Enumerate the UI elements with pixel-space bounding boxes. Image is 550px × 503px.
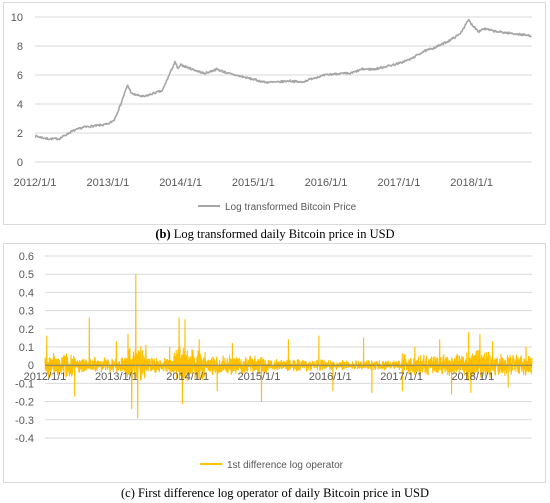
legend-label: 1st difference log operator — [227, 460, 344, 471]
x-tick-label: 2013/1/1 — [95, 371, 138, 383]
y-tick-label: -0.1 — [15, 378, 34, 390]
y-tick-label: 0.1 — [19, 342, 34, 354]
x-tick-label: 2012/1/1 — [14, 177, 57, 189]
x-tick-label: 2013/1/1 — [86, 177, 129, 189]
caption-b: (b) Log transformed daily Bitcoin price … — [0, 227, 550, 242]
y-tick-label: 0.2 — [19, 324, 34, 336]
caption-c: (c) First difference log operator of dai… — [120, 486, 429, 500]
y-tick-label: 10 — [11, 12, 23, 24]
y-tick-label: 0 — [28, 360, 34, 372]
y-tick-label: -0.2 — [15, 397, 34, 409]
caption-b-label: (b) — [155, 227, 171, 241]
y-tick-label: 0 — [17, 157, 23, 169]
y-tick-label: 0.4 — [19, 287, 34, 299]
y-tick-label: 0.3 — [19, 306, 34, 318]
log-price-chart: 0 2 4 6 8 10 2012/1/1 2013/1/1 2014/1/1 2015/1/1 2… — [11, 12, 532, 213]
x-tick-label: 2015/1/1 — [238, 371, 281, 383]
y-tick-label: 8 — [17, 41, 23, 53]
x-tick-label: 2014/1/1 — [159, 177, 202, 189]
chart-panel-log-price: 0 2 4 6 8 10 2012/1/1 2013/1/1 2014/1/1 2015/1/1 2… — [3, 2, 546, 225]
y-tick-label: 2 — [17, 128, 23, 140]
series-line — [34, 18, 532, 141]
x-tick-label: 2018/1/1 — [451, 371, 494, 383]
x-tick-label: 2012/1/1 — [24, 371, 67, 383]
y-tick-label: 4 — [17, 99, 23, 111]
x-tick-label: 2018/1/1 — [450, 177, 493, 189]
x-tick-label: 2014/1/1 — [166, 371, 209, 383]
y-tick-label: 0.5 — [19, 269, 34, 281]
x-tick-label: 2016/1/1 — [305, 177, 348, 189]
y-tick-label: 6 — [17, 70, 23, 82]
chart-panel-first-difference: 0.6 0.5 0.4 0.3 0.2 0.1 0 -0.1 -0.2 -0.3 -0.4 2012/… — [3, 243, 546, 483]
x-tick-label: 2017/1/1 — [378, 177, 421, 189]
y-tick-label: -0.4 — [15, 433, 34, 445]
first-difference-chart: 0.6 0.5 0.4 0.3 0.2 0.1 0 -0.1 -0.2 -0.3 -0.4 2012/… — [15, 251, 533, 471]
x-tick-label: 2016/1/1 — [309, 371, 352, 383]
y-tick-label: 0.6 — [19, 251, 34, 263]
series-line — [44, 273, 533, 419]
caption-b-text: Log transformed daily Bitcoin price in U… — [170, 227, 395, 241]
x-tick-label: 2017/1/1 — [380, 371, 423, 383]
x-tick-label: 2015/1/1 — [232, 177, 275, 189]
legend-label: Log transformed Bitcoin Price — [225, 202, 357, 213]
y-tick-label: -0.3 — [15, 415, 34, 427]
